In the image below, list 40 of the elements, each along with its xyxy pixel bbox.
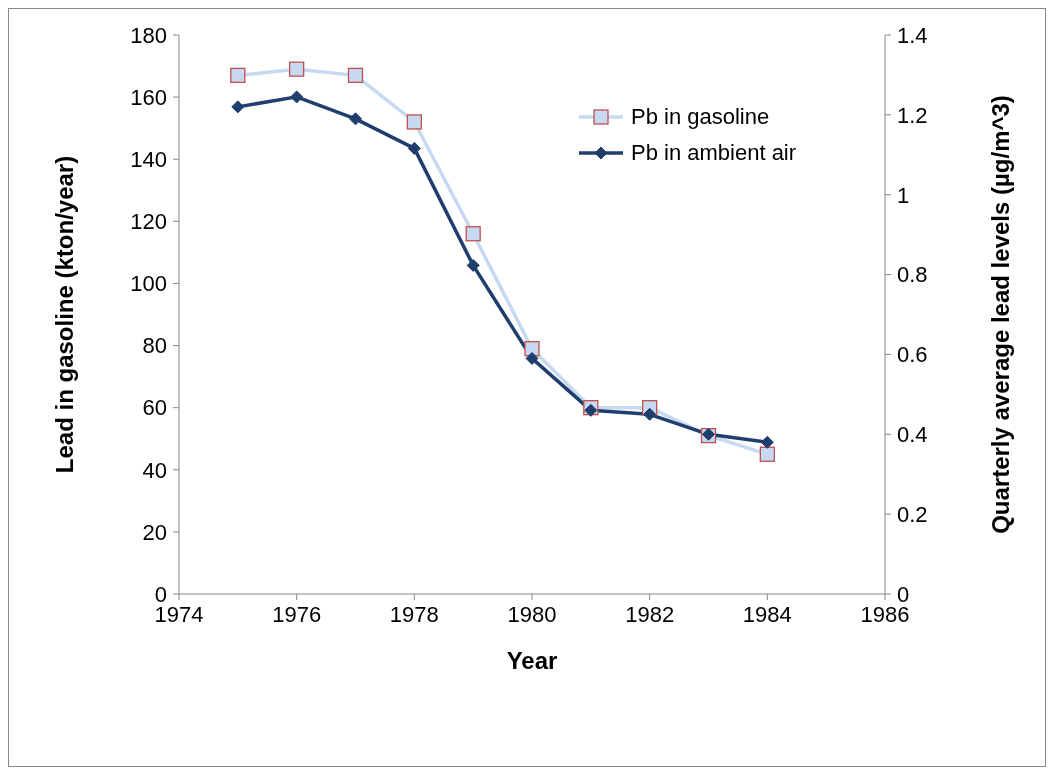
point: [230, 67, 246, 84]
y2-tick-label: 0.6: [897, 342, 928, 368]
y-tick-label: 160: [130, 84, 167, 110]
y2-tick-label: 1: [897, 182, 910, 208]
y2-tick-label: 0.2: [897, 501, 928, 527]
point: [290, 90, 304, 104]
y-tick-label: 80: [142, 333, 167, 359]
point: [349, 112, 362, 126]
point: [643, 407, 657, 421]
point: [465, 226, 481, 242]
y-axis-title: Lead in gasoline (kton/year): [50, 155, 78, 474]
x-tick-label: 1982: [625, 601, 675, 627]
y-tick-label: 120: [130, 209, 167, 235]
point: [289, 61, 305, 77]
x-tick-label: 1978: [389, 601, 439, 627]
y-tick-label: 100: [130, 271, 167, 297]
x-axis-title: Year: [506, 647, 558, 674]
point: [759, 446, 775, 462]
y-tick-label: 40: [142, 457, 167, 483]
point: [406, 114, 422, 130]
legend-label: Pb in ambient air: [631, 140, 797, 166]
y2-axis-title: Quarterly average lead levels (µg/m^3): [986, 95, 1014, 534]
y2-tick-label: 1.4: [897, 22, 928, 48]
y-tick-label: 140: [130, 147, 167, 173]
point: [347, 67, 364, 84]
y2-tick-label: 0.4: [897, 422, 928, 448]
y-tick-label: 20: [142, 519, 167, 545]
y-tick-label: 180: [130, 22, 167, 48]
y2-tick-label: 1.2: [897, 102, 928, 128]
x-tick-label: 1984: [742, 601, 792, 627]
point: [407, 141, 421, 155]
point: [525, 351, 539, 365]
point: [231, 100, 245, 114]
y2-tick-label: 0.8: [897, 262, 928, 288]
x-tick-label: 1976: [272, 601, 322, 627]
x-tick-label: 1980: [507, 601, 557, 627]
legend-label: Pb in gasoline: [631, 104, 770, 130]
point: [466, 258, 480, 272]
y-tick-label: 60: [142, 395, 167, 421]
point: [760, 435, 774, 449]
